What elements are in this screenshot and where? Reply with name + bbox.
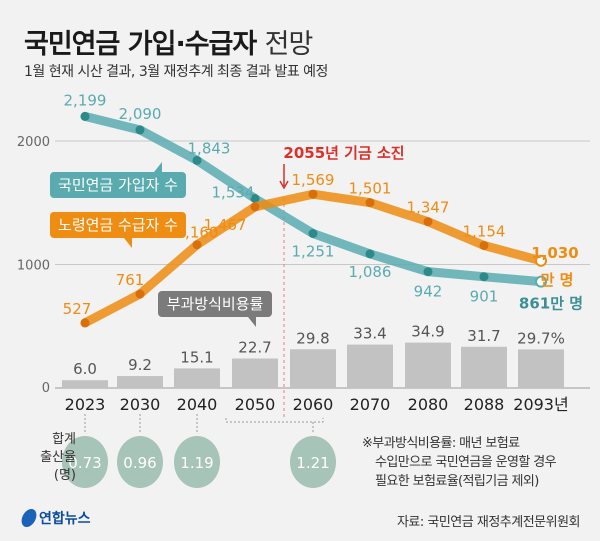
data-label: 2,199: [64, 91, 107, 109]
bar: [290, 349, 336, 388]
fertility-label: 합계 출산율 (명): [40, 432, 76, 483]
data-point: [423, 217, 433, 227]
x-tick-label: 2093년: [513, 395, 568, 414]
source: 자료: 국민연금 재정추계전문위원회: [396, 515, 581, 530]
data-point: [80, 318, 90, 328]
fertility-circle: [117, 436, 163, 488]
data-label: 1,347: [407, 199, 450, 217]
bar: [174, 368, 220, 388]
bar-label: 6.0: [73, 360, 97, 378]
data-point: [135, 125, 145, 135]
bar: [232, 358, 278, 388]
bar: [347, 344, 393, 388]
data-label: 2,090: [119, 105, 162, 123]
bracket-2050-2070: [225, 418, 324, 432]
footnote: ※부과방식비용률: 매년 보험료 수입만으로 국민연금을 운영할 경우 필요한 보험…: [362, 436, 557, 489]
data-label: 1,843: [188, 139, 231, 157]
x-tick-label: 2080: [408, 395, 449, 414]
data-point: [192, 155, 202, 165]
legend-subscribers: 국민연금 가입자 수: [58, 176, 178, 194]
data-point: [308, 229, 318, 239]
data-label: 1,534: [212, 184, 255, 202]
bar-label: 22.7: [238, 338, 271, 356]
legend-cost-rate: 부과방식비용률: [167, 295, 264, 313]
x-tick-label: 2088: [464, 395, 505, 414]
data-point: [479, 240, 489, 250]
legend-subscribers-box: [50, 172, 186, 198]
bar: [461, 346, 507, 388]
data-point: [250, 194, 260, 204]
legend-recipients-box: [50, 212, 186, 238]
data-point: [423, 267, 433, 277]
fertility-value: 1.19: [180, 454, 213, 472]
data-label: 1,030: [531, 244, 578, 262]
annotation-label: 2055년 기금 소진: [283, 144, 404, 162]
bar: [62, 380, 108, 388]
data-label: 901: [470, 288, 499, 306]
bar-label: 31.7: [467, 327, 500, 345]
data-point: [250, 202, 260, 212]
y-tick-label: 2000: [17, 135, 50, 150]
bar-label: 15.1: [180, 348, 213, 366]
bar-label: 29.8: [296, 329, 329, 347]
page-title: 국민연금 가입·수급자 전망: [24, 29, 313, 60]
bar: [117, 376, 163, 388]
data-label: 761: [116, 271, 145, 289]
fertility-value: 0.96: [123, 454, 156, 472]
data-label: 861만 명: [519, 295, 583, 313]
y-tick-label: 0: [42, 381, 50, 396]
bar-label: 29.7%: [517, 329, 565, 347]
x-tick-label: 2060: [293, 395, 334, 414]
subtitle: 1월 현재 시산 결과, 3월 재정추계 최종 결과 발표 예정: [24, 64, 328, 80]
data-label: 942: [414, 283, 443, 301]
bar: [405, 342, 451, 388]
bar: [518, 349, 564, 388]
data-point: [365, 249, 375, 259]
x-tick-label: 2050: [235, 395, 276, 414]
data-label: 527: [63, 300, 92, 318]
data-point: [535, 254, 547, 267]
fertility-value: 0.73: [68, 454, 101, 472]
data-point: [308, 189, 318, 199]
x-tick-label: 2040: [177, 395, 218, 414]
data-point: [479, 272, 489, 282]
data-label: 1,569: [292, 171, 335, 189]
x-tick-label: 2070: [350, 395, 391, 414]
x-tick-label: 2030: [120, 395, 161, 414]
logo-icon: [19, 509, 39, 527]
bar-label: 9.2: [128, 356, 152, 374]
x-tick-label: 2023: [65, 395, 106, 414]
legend-subscribers-tail: [154, 162, 162, 172]
data-point: [135, 289, 145, 299]
fertility-value: 1.21: [296, 454, 329, 472]
legend-cost-rate-box: [158, 291, 272, 317]
fertility-circle: [290, 436, 336, 488]
fertility-circle: [62, 436, 108, 488]
data-label: 1,086: [349, 263, 392, 281]
arrow-down-icon: [279, 164, 289, 190]
data-label-unit: 만 명: [541, 271, 574, 289]
legend-recipients-tail: [124, 238, 132, 248]
y-tick-label: 1000: [17, 259, 50, 274]
data-point: [80, 111, 90, 121]
legend-cost-rate-tail: [248, 317, 256, 327]
legend-recipients: 노령연금 수급자 수: [58, 216, 178, 234]
data-point: [192, 240, 202, 250]
bar-label: 34.9: [411, 323, 444, 341]
logo: 연합뉴스: [19, 508, 91, 528]
data-label: 1,154: [463, 222, 506, 240]
data-point: [365, 198, 375, 208]
bar-label: 33.4: [353, 325, 386, 343]
fertility-circle: [174, 436, 220, 488]
data-label: 1,467: [204, 216, 247, 234]
data-label: 1,501: [349, 180, 392, 198]
data-label: 1,160: [176, 224, 219, 242]
data-label: 1,251: [292, 243, 335, 261]
data-point: [535, 275, 547, 288]
